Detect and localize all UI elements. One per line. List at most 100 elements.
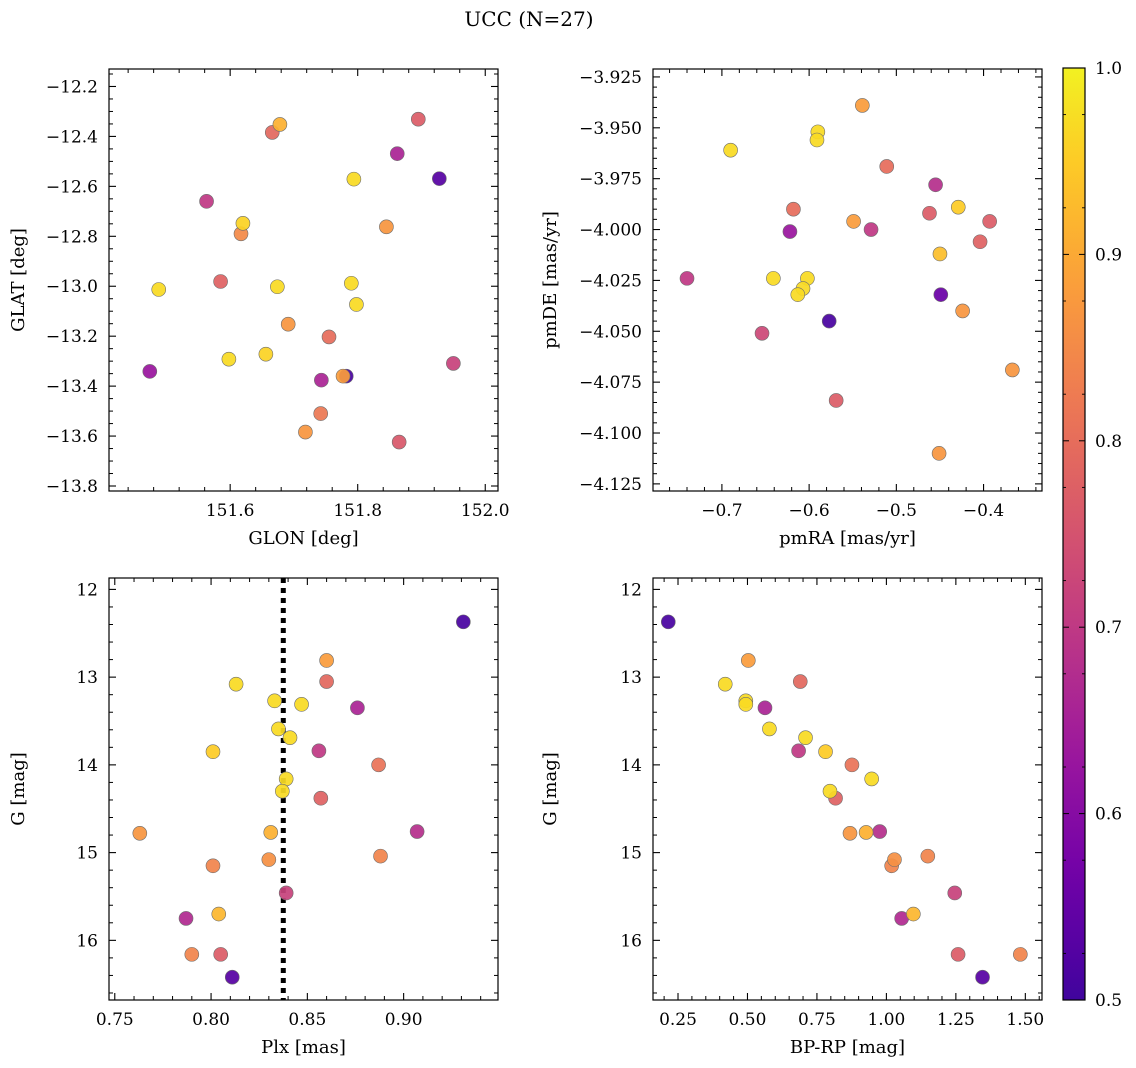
- scatter-point: [931, 446, 947, 461]
- scatter-point: [228, 676, 244, 692]
- scatter-point: [782, 224, 798, 239]
- panel-color-magnitude: 0.25 0.50 0.75 1.00 1.25 1.50 12 13 14 15 16 BP-RP …: [540, 577, 1044, 1058]
- scatter-point: [258, 346, 274, 362]
- scatter-point: [391, 434, 407, 450]
- scatter-point: [791, 743, 806, 759]
- scatter-markers: [132, 614, 471, 985]
- y-tick-label: −4.075: [579, 373, 642, 393]
- panel-sky-position: 151.6 151.8 152.0 −13.8 −13.6 −13.4 −13.2 −13.0…: [8, 68, 510, 549]
- figure-title: UCC (N=27): [464, 7, 593, 31]
- scatter-point: [371, 757, 386, 773]
- scatter-point: [298, 424, 313, 440]
- scatter-point: [762, 721, 777, 737]
- scatter-point: [410, 111, 426, 127]
- x-axis-label: GLON [deg]: [248, 528, 358, 549]
- scatter-point: [213, 274, 228, 289]
- scatter-point: [738, 697, 754, 712]
- y-tick-label: −12.4: [46, 127, 98, 147]
- colorbar: 0.5 0.6 0.7 0.8 0.9 1.0: [1062, 59, 1122, 1011]
- scatter-point: [373, 848, 388, 864]
- x-tick-label: 0.25: [659, 1010, 697, 1030]
- scatter-point: [205, 744, 221, 760]
- scatter-point: [178, 911, 194, 926]
- x-axis-label: pmRA [mas/yr]: [779, 528, 916, 549]
- scatter-point: [335, 368, 351, 384]
- scatter-point: [221, 351, 237, 367]
- scatter-markers: [660, 614, 1028, 985]
- scatter-point: [151, 282, 167, 297]
- scatter-point: [1005, 362, 1020, 378]
- y-tick-label: 16: [76, 931, 98, 951]
- scatter-point: [211, 906, 227, 922]
- scatter-point: [319, 674, 334, 689]
- scatter-point: [955, 303, 970, 319]
- colorbar-tick-label: 1.0: [1095, 59, 1122, 79]
- scatter-point: [199, 194, 214, 209]
- scatter-point: [346, 171, 362, 187]
- scatter-point: [278, 885, 294, 901]
- y-axis-label: G [mag]: [540, 752, 561, 825]
- scatter-point: [932, 246, 948, 262]
- y-tick-label: 14: [620, 756, 642, 776]
- x-tick-label: 0.90: [385, 1010, 423, 1030]
- scatter-point: [822, 783, 838, 799]
- scatter-point: [314, 372, 329, 388]
- scatter-point: [741, 653, 756, 668]
- scatter-point: [261, 852, 277, 867]
- scatter-point: [920, 848, 936, 864]
- scatter-point: [184, 947, 200, 962]
- scatter-point: [717, 676, 733, 692]
- scatter-point: [933, 287, 949, 302]
- scatter-point: [809, 132, 825, 148]
- scatter-point: [313, 406, 329, 421]
- scatter-point: [757, 700, 773, 716]
- x-tick-label: 0.85: [288, 1010, 326, 1030]
- scatter-point: [235, 216, 251, 231]
- scatter-point: [263, 825, 279, 840]
- axes-frame: [652, 577, 1043, 1001]
- y-tick-label: 16: [620, 931, 642, 951]
- y-tick-label: −3.925: [579, 68, 642, 88]
- scatter-point: [879, 159, 895, 174]
- x-tick-label: 1.00: [867, 1010, 905, 1030]
- panel-proper-motion: −0.7 −0.6 −0.5 −0.4 −4.125 −4.100 −4.075 −4.050…: [540, 68, 1043, 549]
- scatter-point: [790, 287, 806, 302]
- axes-frame: [652, 68, 1043, 492]
- y-tick-label: 12: [620, 580, 642, 600]
- scatter-point: [409, 824, 425, 839]
- y-tick-label: 12: [76, 580, 98, 600]
- scatter-point: [858, 825, 874, 840]
- y-tick-label: 15: [620, 844, 642, 864]
- scatter-point: [456, 614, 471, 630]
- colorbar-tick-label: 0.7: [1095, 618, 1122, 638]
- scatter-point: [294, 697, 309, 712]
- scatter-point: [828, 393, 844, 408]
- scatter-point: [350, 700, 365, 716]
- scatter-point: [275, 783, 290, 799]
- scatter-point: [379, 219, 394, 235]
- scatter-point: [660, 614, 676, 630]
- scatter-point: [975, 969, 990, 985]
- y-tick-label: 14: [76, 756, 98, 776]
- scatter-point: [319, 653, 334, 668]
- scatter-point: [786, 201, 801, 217]
- y-tick-label: −4.125: [579, 475, 642, 495]
- y-tick-label: −13.6: [46, 427, 98, 447]
- colorbar-bar: [1062, 67, 1086, 1001]
- y-tick-label: −3.975: [579, 170, 642, 190]
- scatter-point: [947, 885, 963, 901]
- scatter-point: [821, 313, 837, 329]
- scatter-point: [842, 826, 858, 841]
- scatter-point: [723, 142, 738, 158]
- panel-parallax-magnitude: 0.75 0.80 0.85 0.90 12 13 14 15 16 Plx [mas] G [ma…: [8, 577, 499, 1058]
- scatter-point: [950, 199, 966, 215]
- x-tick-label: 0.80: [192, 1010, 230, 1030]
- scatter-point: [270, 279, 285, 295]
- y-tick-label: −4.100: [579, 424, 642, 444]
- x-tick-label: 152.0: [461, 501, 510, 521]
- scatter-point: [972, 234, 988, 250]
- scatter-point: [887, 852, 902, 867]
- y-tick-label: 13: [620, 668, 642, 688]
- scatter-point: [271, 721, 286, 737]
- scatter-point: [872, 824, 888, 839]
